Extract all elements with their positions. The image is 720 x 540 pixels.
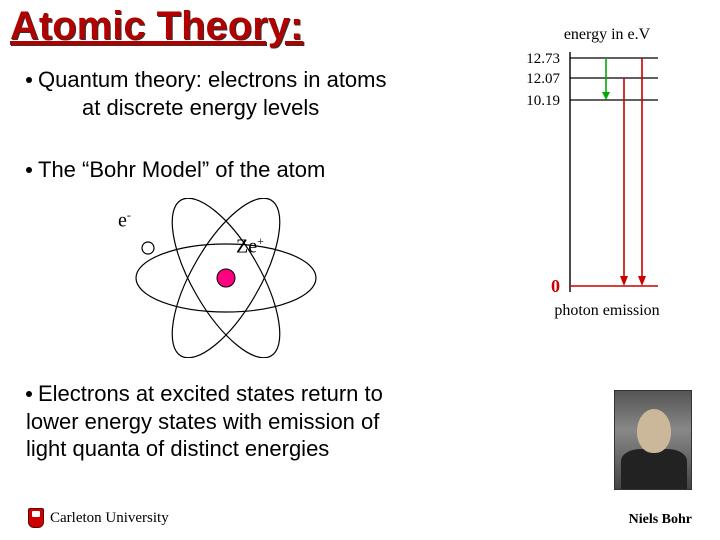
level-label-2: 10.19: [526, 93, 560, 109]
bullet-3-line2: lower energy states with emission of: [26, 409, 379, 434]
bullet-2: The “Bohr Model” of the atom: [26, 156, 325, 184]
bullet-dot-icon: [26, 391, 32, 397]
footer-university: Carleton University: [28, 508, 169, 528]
bohr-atom-diagram: e- Ze+: [96, 198, 356, 358]
energy-diagram-header: energy in e.V: [512, 26, 702, 44]
bullet-3: Electrons at excited states return to lo…: [26, 380, 383, 463]
nucleus-label: Ze+: [236, 234, 264, 259]
bullet-3-line1: Electrons at excited states return to: [38, 381, 383, 406]
niels-bohr-portrait: [614, 390, 692, 490]
energy-diagram-footer: photon emission: [512, 302, 702, 320]
bullet-dot-icon: [26, 77, 32, 83]
bullet-2-text: The “Bohr Model” of the atom: [38, 157, 325, 182]
bullet-dot-icon: [26, 167, 32, 173]
electron-label: e-: [118, 208, 131, 233]
level-label-0: 12.73: [526, 51, 560, 67]
scientist-caption: Niels Bohr: [629, 512, 692, 528]
slide-title: Atomic Theory:: [6, 4, 307, 49]
university-crest-icon: [28, 508, 44, 528]
zero-label: 0: [551, 276, 560, 296]
energy-diagram-svg: 12.73 12.07 10.19 0: [512, 48, 662, 296]
bullet-3-line3: light quanta of distinct energies: [26, 436, 329, 461]
energy-level-diagram: energy in e.V 12.73 12.07 10.19 0 photon…: [512, 26, 702, 326]
bullet-1: Quantum theory: electrons in atoms at di…: [26, 66, 387, 121]
university-name: Carleton University: [50, 510, 169, 527]
level-label-1: 12.07: [526, 71, 560, 87]
bullet-1-line2: at discrete energy levels: [82, 95, 319, 120]
bohr-atom-svg: [96, 198, 356, 358]
bullet-1-line1: Quantum theory: electrons in atoms: [38, 67, 387, 92]
